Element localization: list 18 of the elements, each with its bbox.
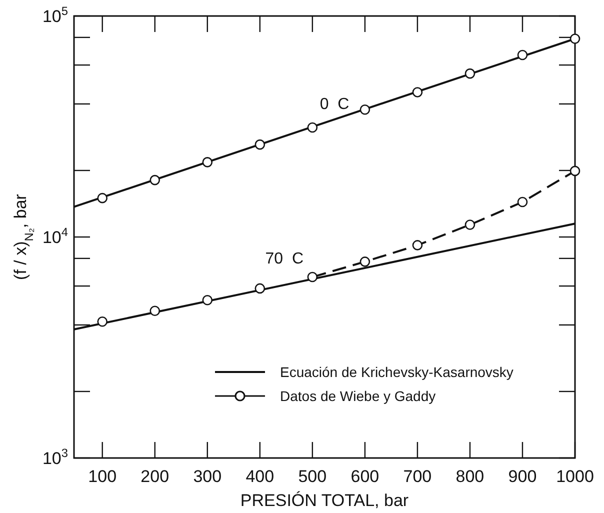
annotation: 70 C (265, 250, 304, 268)
x-axis-title: PRESIÓN TOTAL, bar (240, 491, 409, 510)
x-tick-label: 500 (298, 467, 327, 486)
legend-label: Ecuación de Krichevsky-Kasarnovsky (280, 364, 514, 380)
x-tick-label: 800 (456, 467, 484, 486)
x-tick-label: 200 (140, 467, 170, 486)
annotation: 0 C (320, 96, 350, 113)
x-tick-label: 400 (246, 467, 274, 486)
x-tick-label: 600 (350, 467, 380, 486)
legend-label: Datos de Wiebe y Gaddy (280, 388, 436, 404)
y-tick-label: 10$^{4}$ (42, 225, 68, 247)
x-tick-label: 1000 (556, 467, 594, 486)
x-tick-label: 700 (403, 467, 432, 486)
y-tick-label: 10$^{3}$ (42, 446, 68, 468)
x-tick-label: 900 (508, 467, 537, 486)
x-tick-label: 300 (193, 467, 222, 486)
y-tick-label: 10$^{5}$ (42, 4, 68, 26)
x-tick-label: 100 (88, 467, 117, 486)
